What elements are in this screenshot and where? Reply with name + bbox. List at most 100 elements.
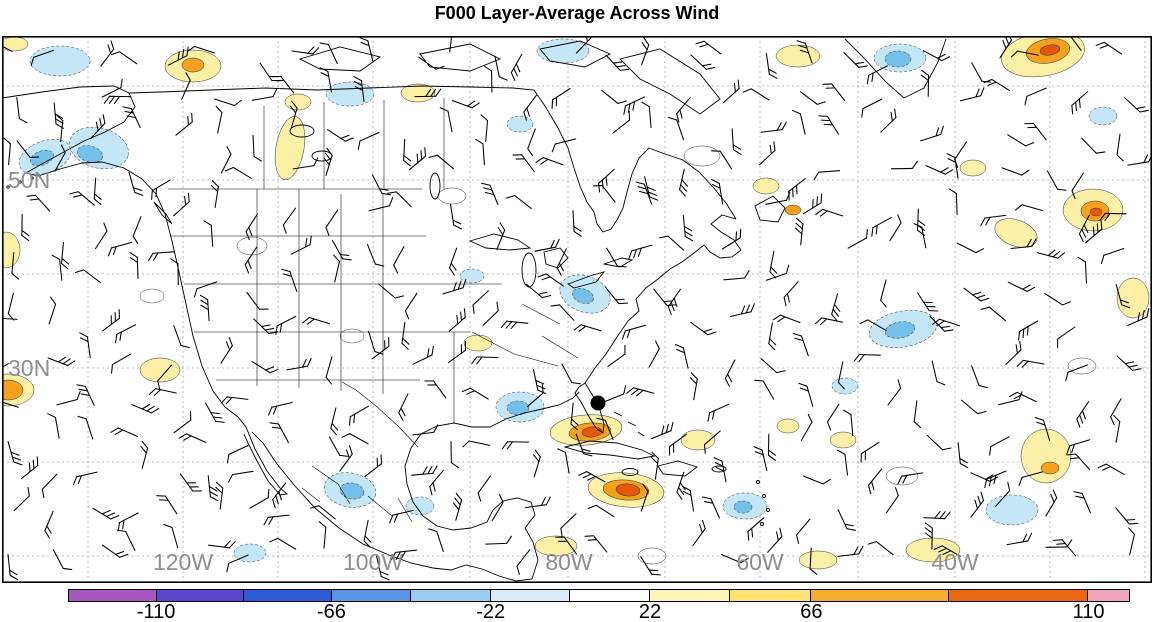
wind-barb <box>556 248 567 276</box>
wind-barb <box>760 121 787 133</box>
wind-barb <box>1127 308 1150 327</box>
wind-barb <box>533 449 541 478</box>
wind-barb <box>156 495 178 515</box>
anomaly-region <box>776 418 800 434</box>
wind-barb <box>170 258 179 286</box>
wind-barb <box>859 319 887 331</box>
wind-barb <box>550 304 575 321</box>
wind-barb <box>644 176 659 201</box>
wind-barb <box>690 321 717 336</box>
wind-barb <box>107 241 133 257</box>
wind-barb <box>836 449 849 476</box>
wind-barb <box>1024 122 1047 141</box>
anomaly-region <box>2 231 21 269</box>
wind-barb <box>692 519 706 547</box>
great-slave-lake <box>311 150 333 162</box>
antilles-4 <box>760 522 764 526</box>
wind-barb <box>1014 204 1043 212</box>
wind-barb <box>208 540 236 549</box>
arctic-island-2 <box>419 43 502 72</box>
wind-barb <box>612 110 631 134</box>
wind-barb <box>983 78 1011 92</box>
anomaly-region <box>1039 44 1061 56</box>
wind-barb <box>418 56 445 70</box>
anomaly-region <box>284 93 312 111</box>
wind-barb <box>1115 507 1139 525</box>
wind-barb <box>7 553 19 581</box>
wind-barb <box>731 128 742 155</box>
wind-barb <box>52 549 73 571</box>
colorbar-segment <box>949 590 1088 601</box>
wind-barb <box>980 214 1007 227</box>
wind-barb <box>759 141 776 166</box>
coast-east <box>584 214 742 384</box>
wind-barb <box>289 100 298 129</box>
wind-barb <box>54 144 66 172</box>
wind-barb <box>668 433 688 456</box>
anomaly-region <box>829 431 857 449</box>
wind-barb <box>111 353 132 374</box>
wind-barb <box>578 471 606 483</box>
wind-barb <box>110 51 138 65</box>
wind-barb <box>327 129 354 142</box>
wind-barb <box>510 53 523 81</box>
lat-tick-50n: 50N <box>8 167 50 193</box>
wind-barb <box>491 494 504 522</box>
wind-barb <box>917 292 939 312</box>
arctic-island-1 <box>298 46 382 72</box>
wind-barb <box>822 83 846 102</box>
wind-barb <box>452 492 463 521</box>
wind-barb <box>795 518 811 544</box>
wind-barb <box>269 422 289 444</box>
anomaly-region <box>683 145 721 167</box>
wind-barb <box>26 194 51 212</box>
wind-barb <box>461 387 489 400</box>
wind-barb <box>116 529 136 551</box>
wind-barb <box>122 106 141 129</box>
wind-barb <box>932 318 961 327</box>
wind-barb <box>913 400 922 429</box>
wind-barb <box>659 235 685 251</box>
wind-barb <box>213 98 242 107</box>
wind-barb <box>1010 50 1039 58</box>
aleutian-1 <box>18 180 22 184</box>
wind-barb <box>690 54 716 70</box>
wind-barb <box>523 94 538 121</box>
wind-barb <box>378 283 405 299</box>
wind-barb <box>956 242 985 254</box>
wind-barb <box>847 228 868 249</box>
wind-barb <box>173 410 192 434</box>
wind-barb <box>253 318 278 335</box>
wind-barb <box>809 547 818 575</box>
wind-barb <box>401 321 410 350</box>
wind-barb <box>1128 527 1135 556</box>
wind-barb <box>74 269 101 284</box>
wind-barb <box>701 496 720 519</box>
wind-barb <box>1097 463 1125 476</box>
wind-barb <box>837 509 856 531</box>
wind-barb <box>555 536 578 555</box>
wind-barb <box>368 330 384 355</box>
wind-barb <box>605 286 628 305</box>
anomaly-region <box>274 116 306 180</box>
wind-barb <box>393 246 405 274</box>
wind-barb <box>269 537 297 550</box>
anomaly-region <box>459 268 485 284</box>
anomaly-region <box>2 36 29 52</box>
wind-barb <box>178 433 207 443</box>
wind-barb <box>995 481 1011 507</box>
anomaly-region <box>325 81 375 107</box>
wind-barb <box>815 208 844 217</box>
wind-barb <box>483 65 493 93</box>
wind-barb <box>281 268 298 293</box>
wind-barb <box>268 401 293 416</box>
wind-barb <box>596 417 614 441</box>
wind-barb <box>843 51 868 68</box>
wind-barb <box>69 191 95 206</box>
wind-barb <box>1081 137 1106 154</box>
wind-barb <box>640 555 661 576</box>
wind-barb <box>593 185 616 203</box>
wind-barb <box>626 387 655 397</box>
anomaly-region <box>181 57 205 73</box>
wind-barb <box>245 213 259 241</box>
